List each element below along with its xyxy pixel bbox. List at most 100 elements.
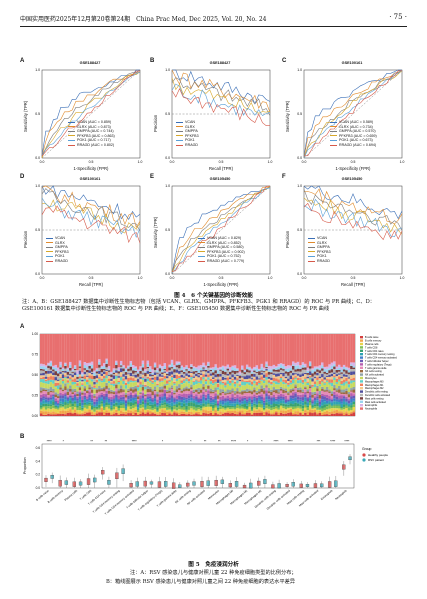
- stack-segment: [299, 399, 302, 402]
- stack-segment: [209, 369, 213, 372]
- stack-segment: [149, 414, 152, 416]
- stack-segment: [64, 394, 67, 397]
- stack-segment: [255, 381, 259, 386]
- stack-segment: [311, 405, 314, 408]
- stack-segment: [323, 404, 326, 408]
- stack-segment: [318, 368, 322, 371]
- legend-swatch: [176, 121, 183, 123]
- stack-segment: [192, 373, 196, 377]
- stack-segment: [202, 407, 205, 410]
- stack-segment: [180, 389, 184, 391]
- stack-segment: [255, 395, 259, 398]
- stack-segment: [229, 409, 232, 412]
- legend-item: GLRX (AUC = 0.734): [330, 125, 377, 130]
- stack-segment: [187, 400, 191, 403]
- stack-segment: [139, 410, 142, 414]
- stack-segment: [192, 367, 196, 372]
- stack-segment: [306, 396, 310, 399]
- stack-segment: [321, 393, 324, 397]
- stack-segment: [258, 371, 261, 375]
- panel-label: B: [150, 58, 155, 64]
- legend-label: Mast cells resting: [365, 397, 384, 400]
- stack-segment: [117, 382, 121, 385]
- stack-segment: [335, 401, 339, 405]
- figure-5-note-a: 注：A：RSV 感染患儿与健康对照儿童 22 种免疫细胞类型的比例分布；: [130, 570, 297, 576]
- stack-segment: [144, 394, 147, 397]
- stack-segment: [149, 386, 152, 390]
- legend-swatch: [46, 251, 53, 253]
- legend-label: RRAGD: [55, 258, 68, 263]
- stack-segment: [204, 371, 208, 375]
- stack-segment: [301, 334, 305, 363]
- stack-segment: [321, 386, 324, 390]
- stack-segment: [136, 395, 140, 397]
- legend: VCAN (AUC = 0.859) GLRX (AUC = 0.873) GMPP…: [68, 120, 115, 148]
- stack-segment: [313, 400, 317, 402]
- stack-segment: [214, 334, 217, 365]
- stack-segment: [250, 394, 254, 397]
- stack-segment: [90, 364, 94, 369]
- stack-segment: [64, 378, 67, 384]
- stack-segment: [248, 380, 251, 383]
- stack-segment: [294, 365, 297, 370]
- stack-segment: [86, 391, 89, 394]
- stack-segment: [158, 396, 162, 401]
- stack-segment: [129, 382, 133, 388]
- stack-segment: [338, 395, 341, 399]
- stack-segment: [219, 402, 222, 405]
- stack-segment: [88, 394, 91, 398]
- stack-segment: [124, 401, 128, 404]
- stack-segment: [83, 375, 87, 380]
- stack-segment: [241, 390, 244, 392]
- stack-segment: [119, 364, 123, 366]
- stack-segment: [69, 394, 72, 396]
- stack-segment: [158, 382, 162, 387]
- stack-segment: [204, 334, 208, 366]
- stack-segment: [112, 414, 116, 416]
- stack-segment: [54, 394, 58, 398]
- legend-swatch: [68, 135, 75, 137]
- stack-segment: [103, 369, 106, 371]
- legend-item: VCAN (AUC = 0.859): [68, 120, 115, 125]
- stack-segment: [311, 376, 314, 379]
- stack-segment: [250, 391, 254, 395]
- stack-segment: [226, 393, 230, 395]
- stack-segment: [221, 374, 225, 377]
- stack-segment: [175, 401, 179, 405]
- legend-item: PFKFB3: [46, 250, 69, 255]
- legend-swatch: [68, 144, 75, 146]
- stack-segment: [253, 366, 256, 369]
- stack-segment: [352, 401, 356, 405]
- stack-segment: [330, 406, 334, 409]
- stack-segment: [313, 366, 317, 369]
- stack-segment: [248, 372, 251, 376]
- stack-segment: [325, 397, 329, 401]
- stack-segment: [153, 375, 157, 377]
- stack-segment: [277, 404, 280, 408]
- stack-segment: [296, 375, 300, 378]
- stack-segment: [81, 384, 84, 387]
- stack-segment: [311, 401, 314, 404]
- stack-segment: [338, 379, 341, 382]
- stack-segment: [229, 399, 232, 402]
- stack-segment: [149, 401, 152, 405]
- legend-swatch: [360, 342, 363, 346]
- stack-segment: [81, 409, 84, 411]
- stack-segment: [124, 382, 128, 386]
- stack-segment: [226, 407, 230, 409]
- stack-segment: [112, 406, 116, 410]
- stack-segment: [233, 393, 237, 395]
- stack-segment: [61, 398, 65, 402]
- stack-segment: [71, 374, 74, 378]
- stack-segment: [296, 411, 300, 415]
- stack-segment: [61, 406, 65, 408]
- stack-segment: [219, 396, 222, 400]
- stack-segment: [209, 381, 213, 385]
- stack-segment: [195, 368, 198, 371]
- stack-segment: [66, 378, 70, 381]
- stack-segment: [47, 334, 50, 363]
- stack-segment: [333, 384, 336, 389]
- stack-segment: [352, 382, 356, 387]
- stack-segment: [132, 368, 135, 371]
- stack-segment: [335, 334, 339, 367]
